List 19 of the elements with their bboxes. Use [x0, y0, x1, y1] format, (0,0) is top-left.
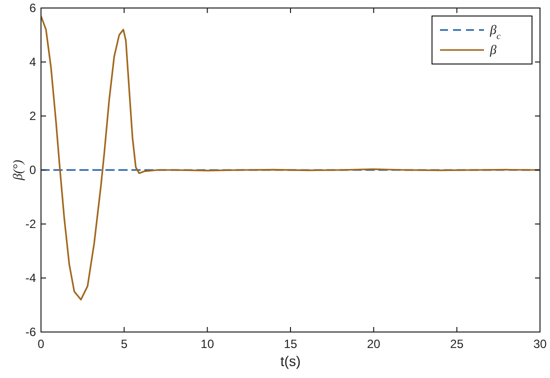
y-axis-title: β(°) [10, 160, 25, 182]
y-tick-label: 2 [29, 109, 36, 123]
x-tick-label: 10 [200, 337, 214, 351]
x-tick-label: 15 [284, 337, 298, 351]
y-tick-label: -4 [25, 271, 36, 285]
x-tick-label: 30 [533, 337, 547, 351]
x-tick-label: 0 [38, 337, 45, 351]
x-tick-label: 5 [120, 337, 128, 351]
x-axis-title: t(s) [280, 353, 301, 369]
legend-label: β$_{c}$ [489, 22, 501, 41]
y-tick-label: 0 [29, 163, 36, 177]
y-tick-label: 6 [29, 1, 36, 15]
y-tick-label: 4 [29, 55, 36, 69]
y-tick-label: -2 [25, 217, 36, 231]
legend-label: β [489, 42, 497, 57]
x-tick-label: 20 [366, 337, 381, 351]
line-series [41, 15, 540, 300]
y-tick-label: -6 [25, 325, 36, 339]
x-tick-label: 25 [450, 337, 464, 351]
